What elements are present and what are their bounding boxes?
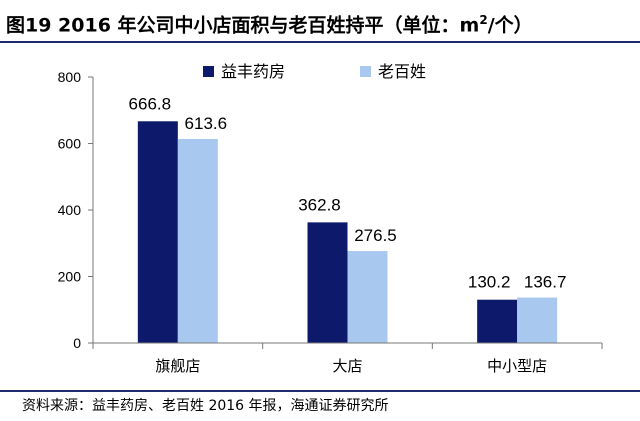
data-label: 276.5 bbox=[354, 226, 397, 245]
data-label: 136.7 bbox=[524, 273, 567, 292]
title-tail: /个） bbox=[487, 14, 533, 37]
chart-title: 图19 2016 年公司中小店面积与老百姓持平（单位：m2/个） bbox=[6, 6, 634, 37]
bar-chart: 0 200 400 600 800 666.8 613.6 362.8 276.5 130.2 1… bbox=[58, 62, 603, 375]
legend-swatch bbox=[203, 66, 214, 77]
bars-group bbox=[137, 121, 558, 343]
bar-yifeng bbox=[307, 222, 348, 343]
title-text: 图19 2016 年公司中小店面积与老百姓持平（单位：m bbox=[6, 14, 480, 37]
y-tick-label: 0 bbox=[73, 335, 81, 351]
bar-laobaixing bbox=[517, 297, 558, 343]
y-tick-label: 400 bbox=[58, 202, 82, 218]
y-tick-label: 600 bbox=[58, 136, 82, 152]
x-axis: 旗舰店 大店 中小型店 bbox=[92, 342, 603, 375]
legend-swatch bbox=[360, 66, 371, 77]
data-label: 362.8 bbox=[298, 195, 341, 214]
bottom-rule bbox=[0, 390, 640, 392]
data-label: 130.2 bbox=[468, 273, 511, 292]
x-category-label: 旗舰店 bbox=[155, 357, 200, 375]
title-superscript: 2 bbox=[479, 13, 488, 27]
legend-label: 老百姓 bbox=[378, 62, 426, 81]
x-category-label: 中小型店 bbox=[487, 357, 547, 375]
bar-yifeng bbox=[137, 121, 178, 343]
y-axis: 0 200 400 600 800 bbox=[58, 69, 94, 351]
top-rule bbox=[0, 41, 640, 43]
bar-laobaixing bbox=[177, 138, 218, 343]
source-note: 资料来源：益丰药房、老百姓 2016 年报，海通证券研究所 bbox=[22, 398, 389, 414]
legend: 益丰药房 老百姓 bbox=[203, 62, 426, 81]
data-labels-group: 666.8 613.6 362.8 276.5 130.2 136.7 bbox=[129, 94, 567, 291]
x-category-label: 大店 bbox=[332, 357, 362, 375]
bar-laobaixing bbox=[347, 251, 388, 343]
y-tick-label: 800 bbox=[58, 69, 82, 85]
y-tick-label: 200 bbox=[58, 269, 82, 285]
data-label: 666.8 bbox=[129, 94, 172, 113]
bar-yifeng bbox=[477, 299, 518, 343]
data-label: 613.6 bbox=[185, 114, 228, 133]
legend-label: 益丰药房 bbox=[221, 62, 285, 81]
